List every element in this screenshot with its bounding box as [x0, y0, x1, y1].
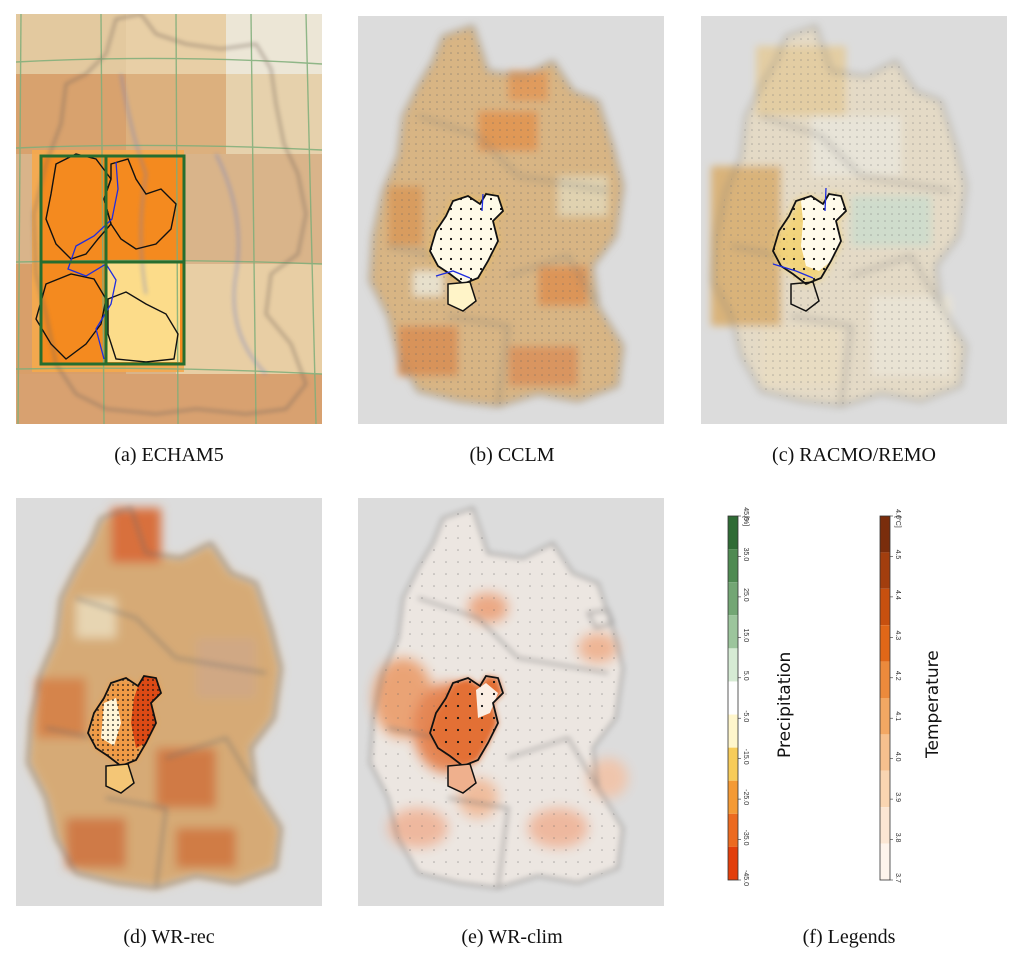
temperature-swatch	[880, 843, 890, 880]
temperature-swatch	[880, 516, 890, 553]
temperature-tick-label: 4.6	[894, 509, 901, 519]
temperature-colorbar-frame	[879, 515, 891, 881]
caption-b: (b) CCLM	[469, 444, 555, 466]
caption-d: (d) WR-rec	[123, 926, 215, 948]
caption-f: (f) Legends	[802, 926, 896, 948]
precipitation-title: Precipitation	[775, 652, 795, 758]
precipitation-tick-label: 45.0	[742, 507, 749, 521]
precipitation-tick-label: -45.0	[742, 870, 749, 886]
caption-c: (c) RACMO/REMO	[772, 444, 936, 466]
temperature-colorbar: 4.6 4.5 4.4 4.3 4.2 4.1 4.0 3.9 3.8 3.7	[879, 509, 901, 883]
precipitation-swatch	[728, 549, 738, 583]
temperature-tick-label: 4.2	[894, 671, 901, 681]
precipitation-tick-label: 25.0	[742, 588, 749, 602]
precipitation-swatch	[728, 648, 738, 682]
temperature-tick-label: 4.3	[894, 630, 901, 640]
precipitation-swatch	[728, 813, 738, 847]
temperature-title: Temperature	[923, 650, 943, 759]
precipitation-tick-label: 5.0	[742, 671, 749, 681]
map-cclm	[358, 16, 664, 424]
hesse-region	[35, 153, 179, 363]
precipitation-tick-label: -35.0	[742, 830, 749, 846]
map-wr-clim	[358, 498, 664, 906]
grid-box-outline	[39, 154, 186, 366]
temperature-tick-label: 4.5	[894, 550, 901, 560]
temperature-swatch	[880, 552, 890, 589]
precipitation-swatch	[728, 681, 738, 715]
temperature-tick-label: 4.4	[894, 590, 901, 600]
precipitation-tick-label: 35.0	[742, 548, 749, 562]
precipitation-tick-label: -5.0	[742, 710, 749, 722]
map-racmo-remo	[701, 16, 1007, 424]
precipitation-tick-label: -25.0	[742, 789, 749, 805]
temperature-tick-label: 3.7	[894, 873, 901, 883]
legends: 45.0 35.0 25.0 15.0 5.0 -5.0 -15.0 -25.0 -35.0 -4…	[700, 500, 1024, 890]
temperature-tick-label: 4.0	[894, 752, 901, 762]
hesse-region	[772, 187, 848, 312]
precipitation-tick-label: 15.0	[742, 629, 749, 643]
temperature-swatch	[880, 807, 890, 844]
caption-a: (a) ECHAM5	[114, 444, 224, 466]
precipitation-swatch	[728, 615, 738, 649]
temperature-swatch	[880, 698, 890, 735]
temperature-swatch	[880, 588, 890, 626]
precipitation-colorbar-frame	[727, 515, 739, 881]
caption-e: (e) WR-clim	[461, 926, 563, 948]
precipitation-colorbar: 45.0 35.0 25.0 15.0 5.0 -5.0 -15.0 -25.0 -35.0 -4…	[727, 507, 749, 886]
temperature-swatch	[880, 625, 890, 662]
precipitation-unit: [%]	[742, 516, 749, 526]
map-echam5	[16, 14, 322, 424]
temperature-tick-label: 4.1	[894, 711, 901, 721]
precipitation-swatch	[728, 846, 738, 880]
hesse-region	[429, 193, 505, 312]
temperature-swatch	[880, 770, 890, 808]
map-wr-rec	[16, 498, 322, 906]
temperature-tick-label: 3.9	[894, 792, 901, 802]
hesse-region	[87, 675, 163, 794]
hesse-region	[429, 675, 505, 794]
precipitation-swatch	[728, 516, 738, 550]
temperature-tick-label: 3.8	[894, 833, 901, 843]
temperature-unit: [°C]	[894, 516, 902, 528]
temperature-swatch	[880, 734, 890, 771]
precipitation-swatch	[728, 582, 738, 616]
precipitation-swatch	[728, 780, 738, 814]
precipitation-tick-label: -15.0	[742, 749, 749, 765]
precipitation-swatch	[728, 714, 738, 748]
temperature-swatch	[880, 661, 890, 698]
precipitation-swatch	[728, 747, 738, 781]
